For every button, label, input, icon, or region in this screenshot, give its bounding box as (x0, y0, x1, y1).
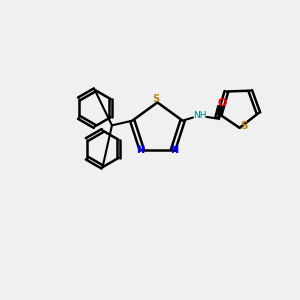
Text: O: O (218, 98, 227, 109)
Text: S: S (241, 121, 248, 131)
Text: NH: NH (193, 112, 206, 121)
Text: S: S (152, 94, 159, 104)
Text: N: N (170, 145, 178, 155)
Text: N: N (136, 145, 144, 155)
